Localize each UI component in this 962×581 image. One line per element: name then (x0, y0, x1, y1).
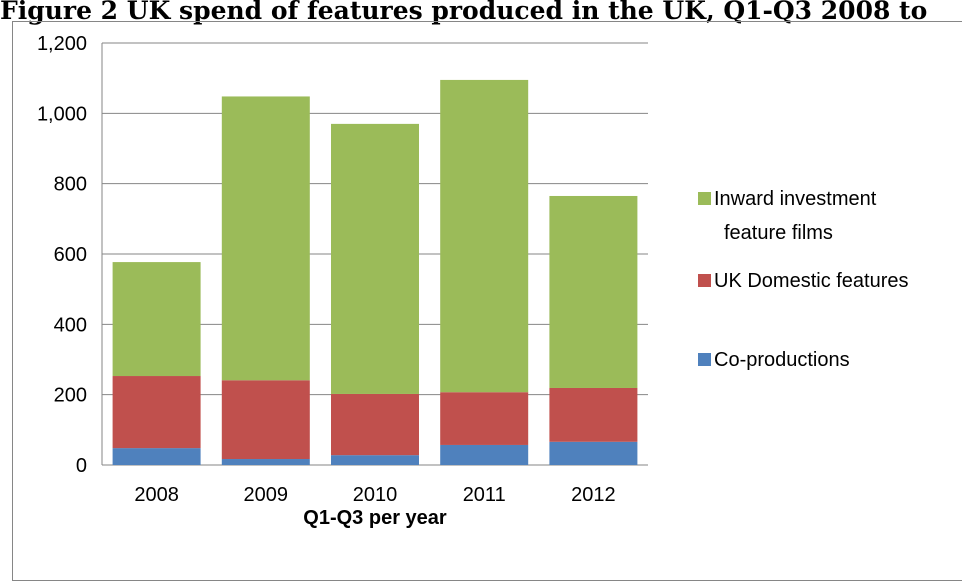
bar-segment (112, 262, 201, 377)
bar-segment (440, 392, 529, 445)
legend-label: Inward investment (714, 188, 877, 210)
bar-segment (331, 123, 419, 394)
bar-segment (549, 387, 638, 442)
legend-label: feature films (724, 222, 833, 244)
bar-segment (331, 393, 419, 456)
bar-segment (221, 96, 310, 381)
legend-swatch (698, 192, 711, 205)
y-tick-label: 800 (54, 174, 87, 196)
y-tick-label: 400 (54, 314, 87, 336)
bar-segment (221, 459, 310, 465)
y-tick-label: 1,000 (37, 103, 87, 125)
bar-segment (331, 455, 419, 465)
x-tick-label: 2012 (571, 484, 616, 506)
legend-label: Co-productions (714, 349, 850, 371)
bar-segment (221, 380, 310, 460)
bar-segment (440, 79, 529, 393)
y-tick-label: 0 (76, 455, 87, 477)
y-axis-ticks: 0 200 400 600 800 1,000 1,200 (37, 33, 87, 477)
bars (112, 79, 638, 465)
y-tick-label: 200 (54, 385, 87, 407)
bar-segment (112, 376, 201, 449)
x-axis-title: Q1-Q3 per year (303, 507, 447, 529)
legend-swatch (698, 353, 711, 366)
bar-segment (440, 444, 529, 465)
bar-segment (549, 195, 638, 388)
bar-segment (112, 448, 201, 465)
chart-title: Figure 2 UK spend of features produced i… (0, 0, 928, 25)
y-tick-label: 1,200 (37, 33, 87, 55)
x-tick-label: 2009 (244, 484, 289, 506)
legend: Inward investment feature films UK Domesti… (698, 188, 909, 371)
x-tick-label: 2010 (353, 484, 398, 506)
x-axis-ticks: 2008 2009 2010 2011 2012 (134, 484, 615, 506)
x-tick-label: 2008 (134, 484, 179, 506)
x-tick-label: 2011 (463, 484, 506, 506)
bar-segment (549, 441, 638, 465)
legend-label: UK Domestic features (714, 270, 909, 292)
legend-swatch (698, 274, 711, 287)
y-tick-label: 600 (54, 244, 87, 266)
